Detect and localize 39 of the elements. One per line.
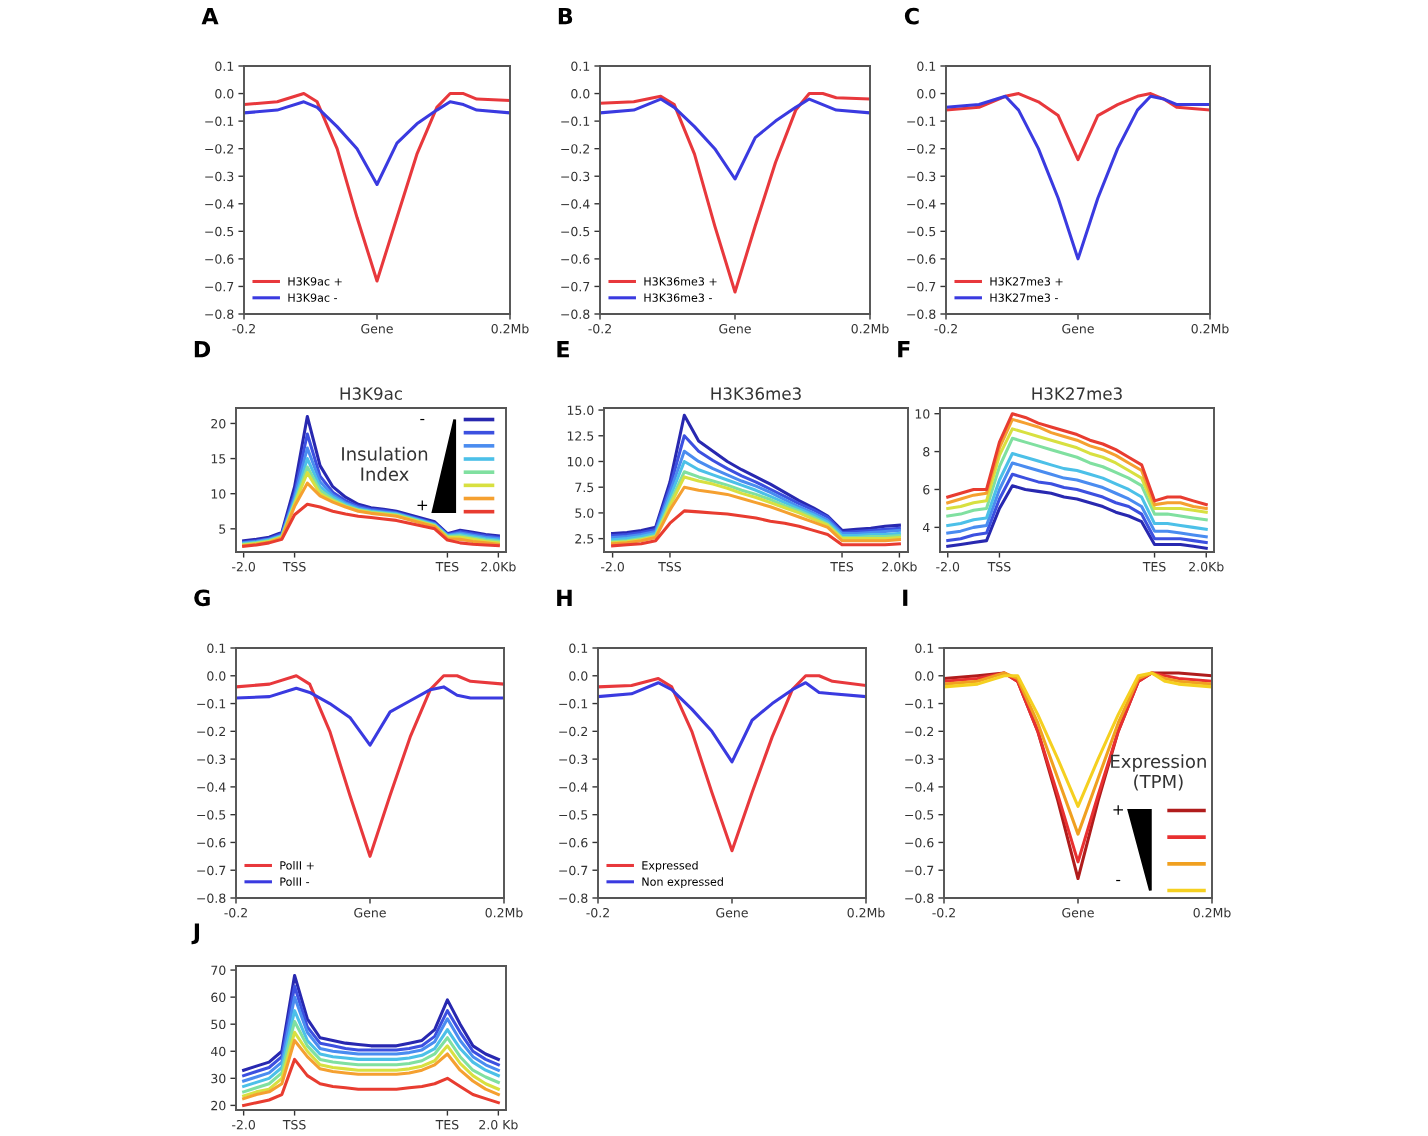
line-series (611, 434, 901, 538)
line-series (611, 485, 901, 546)
line-series (236, 685, 504, 747)
text: G (194, 589, 210, 607)
text: E (557, 341, 569, 358)
line-series (946, 94, 1210, 261)
text: J (191, 923, 200, 945)
line-series (242, 1019, 500, 1094)
line-series (600, 92, 870, 294)
line-series (242, 995, 500, 1083)
line-series (236, 674, 504, 858)
line-series (242, 984, 500, 1078)
legend-title: Expression (TPM) (1111, 754, 1206, 791)
line-series (946, 92, 1210, 162)
line-series (598, 674, 866, 853)
text: D (194, 341, 211, 358)
line-series (242, 1057, 500, 1107)
line-series (944, 671, 1212, 808)
line-series (242, 1009, 500, 1088)
text: I (903, 589, 908, 606)
text: C (904, 7, 919, 25)
text: A (201, 7, 219, 25)
chart-title: H3K27me3 (1032, 387, 1122, 400)
chart-title: H3K36me3 (711, 387, 801, 400)
text: H (557, 589, 572, 606)
line-series (242, 502, 500, 548)
chart-title: H3K9ac (340, 387, 402, 400)
line-series (244, 92, 510, 283)
line-series (242, 973, 500, 1072)
line-series (946, 472, 1208, 545)
text: F (898, 341, 910, 358)
text: B (558, 7, 573, 25)
line-series (244, 100, 510, 187)
line-series (598, 681, 866, 764)
legend-title: Insulation Index (342, 446, 428, 481)
line-series (611, 413, 901, 536)
line-series (600, 97, 870, 181)
line-series (946, 484, 1208, 550)
line-series (611, 509, 901, 548)
